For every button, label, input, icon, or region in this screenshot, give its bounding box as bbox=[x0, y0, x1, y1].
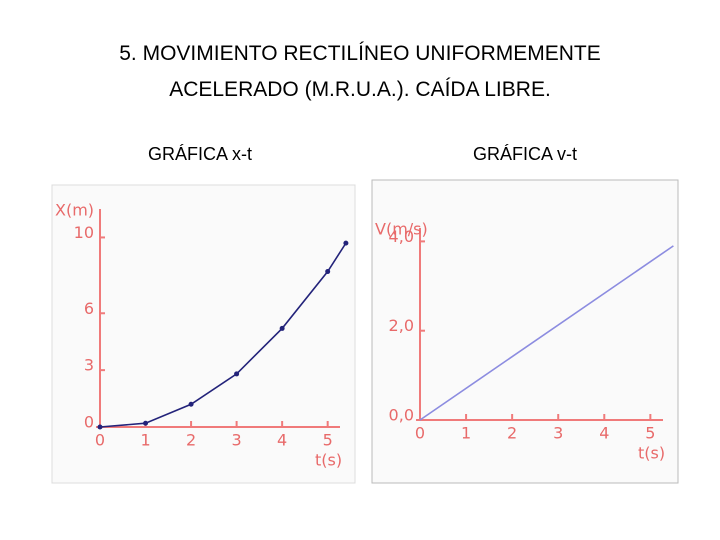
data-point bbox=[143, 420, 149, 426]
x-tick-label: 3 bbox=[553, 424, 563, 443]
x-tick-label: 4 bbox=[599, 424, 609, 443]
y-tick-label: 6 bbox=[84, 299, 94, 318]
x-tick-label: 2 bbox=[186, 431, 196, 450]
chart-frame bbox=[51, 184, 356, 484]
data-point bbox=[188, 401, 194, 407]
y-tick-label: 10 bbox=[74, 223, 94, 242]
y-axis-label: X(m) bbox=[55, 201, 94, 220]
y-tick-label: 0 bbox=[84, 413, 94, 432]
x-tick-label: 1 bbox=[140, 431, 150, 450]
y-axis-label: V(m/s) bbox=[375, 220, 428, 239]
x-tick-label: 1 bbox=[461, 424, 471, 443]
data-point bbox=[343, 240, 349, 246]
x-tick-label: 5 bbox=[323, 431, 333, 450]
x-tick-label: 0 bbox=[415, 424, 425, 443]
slide-title: ACELERADO (M.R.U.A.). CAÍDA LIBRE. bbox=[169, 78, 551, 101]
y-tick-label: 2,0 bbox=[389, 316, 414, 335]
x-tick-label: 2 bbox=[507, 424, 517, 443]
x-axis-label: t(s) bbox=[638, 444, 665, 463]
data-point bbox=[97, 424, 103, 430]
data-point bbox=[279, 325, 285, 331]
x-axis-label: t(s) bbox=[315, 451, 342, 470]
slide-title: 5. MOVIMIENTO RECTILÍNEO UNIFORMEMENTE bbox=[119, 42, 600, 65]
chart-title: GRÁFICA x-t bbox=[148, 144, 252, 164]
data-point bbox=[325, 269, 331, 275]
data-point bbox=[234, 371, 240, 377]
x-tick-label: 4 bbox=[277, 431, 287, 450]
data-line bbox=[419, 245, 674, 421]
y-tick-label: 3 bbox=[84, 356, 94, 375]
chart-title: GRÁFICA v-t bbox=[473, 144, 577, 164]
x-tick-label: 0 bbox=[95, 431, 105, 450]
y-tick-label: 4,0 bbox=[389, 227, 414, 246]
x-tick-label: 5 bbox=[645, 424, 655, 443]
x-tick-label: 3 bbox=[232, 431, 242, 450]
y-tick-label: 0,0 bbox=[389, 406, 414, 425]
